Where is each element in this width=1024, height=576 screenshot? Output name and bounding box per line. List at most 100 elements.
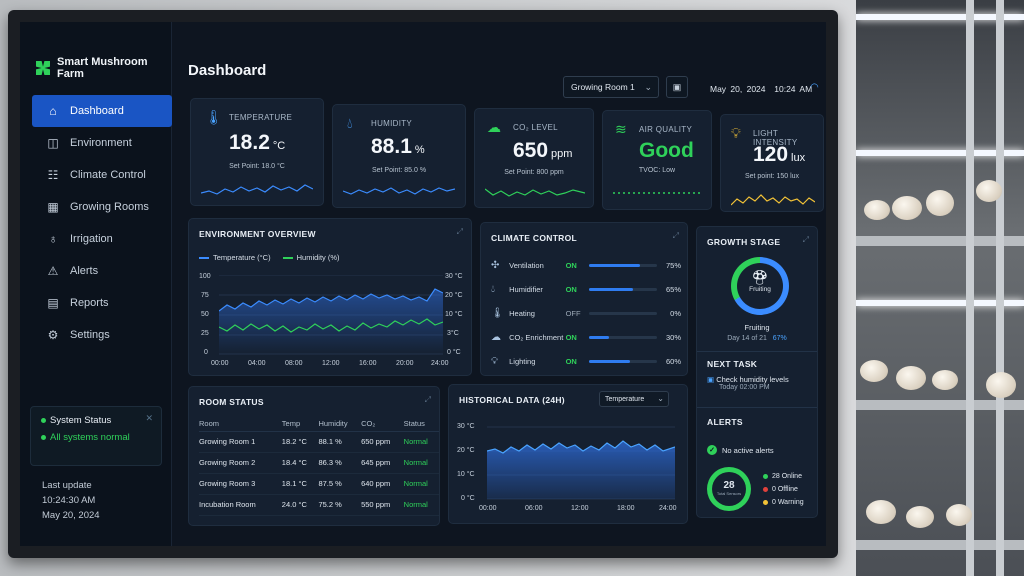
system-status-message: All systems normal [41, 432, 151, 443]
chevron-down-icon: ⌄ [644, 82, 652, 92]
co2-card: ☁ CO₂ LEVEL 650 ppm Set Point: 800 ppm [474, 108, 594, 208]
page-title: Dashboard [188, 62, 267, 79]
mushroom-rack-background [856, 0, 1024, 576]
x-tick: 00:00 [211, 360, 229, 367]
sliders-icon: ☷ [47, 168, 59, 182]
nav-item-irrigation[interactable]: ♁ Irrigation [32, 223, 172, 255]
droplet-icon: ♁ [48, 232, 58, 246]
wall-monitor: Smart Mushroom Farm ⌂ Dashboard ◫ Environm… [8, 10, 838, 558]
climate-row-heating[interactable]: 🌡︎ Heating OFF 0% [491, 307, 681, 319]
system-status-card: System Status All systems normal ✕ [30, 406, 162, 466]
temperature-setpoint: Set Point: 18.0 °C [229, 163, 285, 170]
growth-stage-name: Fruiting [744, 323, 770, 332]
devices-online: 28 Online [763, 473, 802, 480]
nav-item-settings[interactable]: ⚙ Settings [47, 328, 110, 342]
alerts-title: ALERTS [707, 417, 743, 427]
table-row[interactable]: Growing Room 3 18.1 °C 87.5 % 640 ppm Normal [199, 473, 439, 495]
air-quality-card: ≋ AIR QUALITY Good TVOC: Low [602, 110, 712, 210]
bulb-icon: 💡︎ [731, 125, 741, 141]
next-task-title: NEXT TASK [707, 359, 758, 369]
level-bar [588, 263, 658, 267]
humidity-setpoint: Set Point: 85.0 % [371, 167, 427, 174]
y-tick: 0 °C [461, 495, 475, 502]
nav-item-climate-control[interactable]: ☷ Climate Control [47, 168, 146, 182]
nav-item-alerts[interactable]: ⚠ Alerts [47, 264, 99, 278]
close-icon[interactable]: ✕ [145, 413, 153, 423]
column-header: Temp [281, 417, 319, 432]
expand-icon[interactable]: ⤢ [456, 227, 463, 236]
x-tick: 12:00 [322, 360, 340, 367]
mushroom-icon: 🍄︎ [751, 269, 769, 285]
expand-icon[interactable]: ⤢ [424, 395, 431, 404]
historical-metric-select[interactable]: Temperature ⌄ [599, 391, 669, 407]
mushroom [926, 190, 954, 216]
temperature-value: 18.2 °C [229, 131, 286, 154]
nav-item-growing-rooms[interactable]: ▦ Growing Rooms [47, 200, 149, 214]
climate-row-co2-enrichment[interactable]: ☁ CO₂ Enrichment ON 30% [491, 331, 681, 343]
expand-icon[interactable]: ⤢ [802, 235, 809, 244]
nav-item-dashboard[interactable]: ⌂ Dashboard [32, 95, 172, 127]
farm-logo-icon [34, 59, 51, 77]
climate-row-ventilation[interactable]: ✣ Ventilation ON 75% [491, 259, 681, 271]
nav-item-reports[interactable]: ▤ Reports [47, 296, 109, 310]
y-right-tick: 30 °C [445, 273, 463, 280]
y-right-tick: 0 °C [447, 349, 461, 356]
climate-row-lighting[interactable]: 💡︎ Lighting ON 60% [491, 355, 681, 367]
devices-offline: 0 Offline [763, 486, 798, 493]
table-row[interactable]: Incubation Room 24.0 °C 75.2 % 550 ppm Norma… [199, 494, 439, 516]
light-intensity-card: 💡︎ LIGHT INTENSITY 120 lux Set point: 150… [720, 114, 824, 212]
x-tick: 00:00 [479, 505, 497, 512]
mushroom [860, 360, 888, 382]
level-bar [588, 311, 658, 315]
y-right-tick: 3°C [447, 330, 459, 337]
mushroom [866, 500, 896, 524]
next-task-item[interactable]: ▣ Check humidity levels Today 02:00 PM [707, 375, 789, 391]
historical-data-card: HISTORICAL DATA (24H) Temperature ⌄ 30 °C… [448, 384, 688, 524]
table-row[interactable]: Growing Room 2 18.4 °C 86.3 % 645 ppm Normal [199, 452, 439, 474]
rack-post [996, 0, 1004, 576]
last-update: Last update 10:24:30 AM May 20, 2024 [42, 480, 100, 521]
x-tick: 12:00 [571, 505, 589, 512]
y-tick: 10 °C [457, 471, 475, 478]
level-bar [588, 335, 658, 339]
environment-overview-title: ENVIRONMENT OVERVIEW [199, 229, 316, 239]
column-header: Humidity [318, 417, 362, 432]
devices-total-label: Total Sensors [716, 491, 742, 496]
alerts-status: ✓ No active alerts [707, 445, 774, 455]
table-row[interactable]: Growing Room 1 18.2 °C 88.1 % 650 ppm Normal [199, 431, 439, 453]
column-header: Status [403, 417, 439, 432]
column-header: Room [199, 417, 282, 432]
climate-row-humidifier[interactable]: 💧︎ Humidifier ON 65% [491, 283, 681, 295]
room-status-table: Room Temp Humidity CO₂ Status Growing Ro… [199, 417, 439, 516]
x-tick: 20:00 [396, 360, 414, 367]
light-value: 120 lux [753, 143, 806, 166]
level-bar [588, 359, 658, 363]
environment-overview-card: ENVIRONMENT OVERVIEW ⤢ Temperature (°C) … [188, 218, 472, 376]
temperature-sparkline [201, 184, 313, 195]
room-select[interactable]: Growing Room 1 ⌄ [563, 76, 659, 98]
mushroom [932, 370, 958, 390]
temperature-card: 🌡︎ TEMPERATURE 18.2 °C Set Point: 18.0 °C [190, 98, 324, 206]
mushroom [946, 504, 972, 526]
grow-light [856, 14, 1024, 20]
devices-warning: 0 Warning [763, 499, 804, 506]
expand-icon[interactable]: ⤢ [672, 231, 679, 240]
x-tick: 04:00 [248, 360, 266, 367]
ring-stage-label: Fruiting [749, 286, 771, 293]
room-status-card: ROOM STATUS ⤢ Room Temp Humidity CO₂ Sta… [188, 386, 440, 526]
y-tick: 25 [201, 330, 209, 337]
nav-menu: ⌂ Dashboard ◫ Environment ☷ Climate Control… [32, 95, 172, 351]
mushroom [896, 366, 926, 390]
humidity-card: 💧︎ HUMIDITY 88.1% Set Point: 85.0 % [332, 104, 466, 208]
nav-item-environment[interactable]: ◫ Environment [47, 136, 132, 150]
calendar-button[interactable]: ▣ [666, 76, 688, 98]
environment-chart [219, 275, 443, 355]
historical-title: HISTORICAL DATA (24H) [459, 395, 565, 405]
brand-name: Smart Mushroom Farm [57, 56, 148, 80]
report-icon: ▤ [47, 296, 59, 310]
co2-setpoint: Set Point: 800 ppm [504, 169, 564, 176]
gear-icon: ⚙ [47, 328, 59, 342]
rack-shelf [856, 236, 1024, 246]
mushroom [892, 196, 922, 220]
devices-total: 28 [723, 480, 735, 491]
